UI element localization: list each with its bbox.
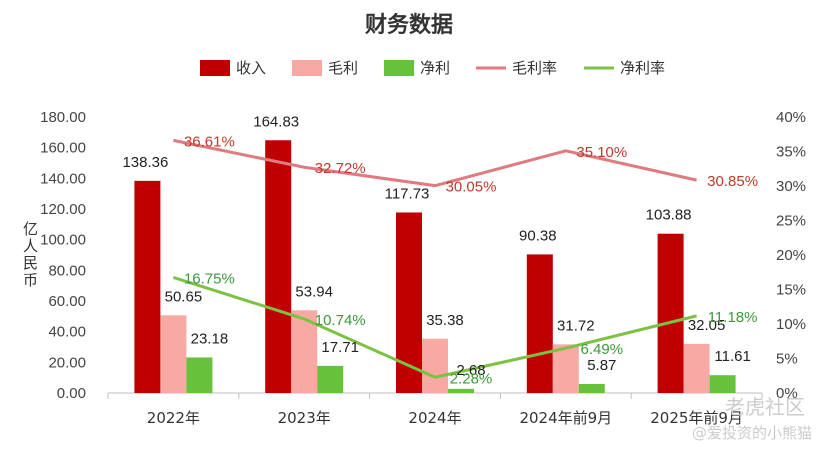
y2-tick-label: 30%: [776, 178, 806, 195]
x-tick-label: 2024年前9月: [519, 409, 612, 427]
line-value-label: 30.85%: [707, 173, 758, 190]
y-tick-label: 180.00: [40, 109, 86, 126]
y-tick-label: 120.00: [40, 201, 86, 218]
y2-tick-label: 10%: [776, 316, 806, 333]
bar: [578, 383, 605, 393]
watermark-handle: @爱投资的小熊猫: [692, 424, 812, 442]
legend-label: 净利: [420, 59, 450, 77]
bar-value-label: 90.38: [519, 227, 557, 244]
y-tick-label: 40.00: [48, 324, 86, 341]
bar-value-label: 2.68: [456, 362, 485, 379]
y2-tick-label: 20%: [776, 247, 806, 264]
legend-swatch: [200, 60, 230, 76]
bar: [709, 375, 736, 393]
x-tick-label: 2025年前9月: [650, 409, 743, 427]
bar: [422, 338, 448, 393]
line-value-label: 16.75%: [184, 270, 235, 287]
y2-tick-label: 0%: [776, 385, 798, 402]
bars: [134, 140, 736, 393]
y2-tick-label: 15%: [776, 282, 806, 299]
watermark: 老虎社区 @爱投资的小熊猫: [692, 395, 812, 442]
legend-label: 毛利率: [512, 59, 557, 77]
line-value-label: 6.49%: [581, 341, 624, 358]
bar: [448, 388, 474, 393]
watermark-title: 老虎社区: [725, 395, 805, 419]
x-axis: 2022年 2023年 2024年 2024年前9月 2025年前9月: [107, 393, 763, 427]
bar-value-label: 53.94: [295, 283, 333, 300]
line-series: [172, 275, 697, 379]
lines: [172, 138, 697, 379]
bar-value-label: 11.61: [714, 348, 750, 365]
legend-label: 收入: [236, 59, 266, 77]
bar-value-label: 32.05: [688, 317, 726, 334]
bar-value-label: 5.87: [587, 357, 616, 374]
bar: [160, 315, 187, 393]
bar: [657, 233, 684, 393]
line-series: [173, 138, 697, 188]
y-tick-label: 140.00: [40, 170, 86, 187]
legend: 收入 毛利 净利 毛利率 净利率: [200, 59, 665, 77]
y-axis-title: 亿人民币: [21, 221, 39, 289]
y2-tick-label: 35%: [776, 144, 806, 161]
bar-value-label: 23.18: [191, 330, 229, 347]
line-value-label: 2.28%: [450, 370, 493, 387]
y-tick-label: 20.00: [48, 354, 86, 371]
bar: [265, 140, 292, 393]
y-tick-label: 60.00: [48, 293, 86, 310]
x-tick-label: 2023年: [278, 409, 331, 427]
legend-swatch: [292, 60, 322, 76]
bar-value-label: 31.72: [557, 317, 595, 334]
line-value-label: 11.18%: [708, 309, 758, 326]
line-value-label: 32.72%: [315, 160, 366, 177]
chart-title: 财务数据: [365, 12, 453, 38]
bar-value-label: 17.71: [321, 339, 359, 356]
bar-value-label: 35.38: [426, 312, 464, 329]
line-value-label: 36.61%: [184, 133, 235, 150]
bar-value-label: 138.36: [122, 154, 168, 171]
legend-label: 毛利: [328, 59, 358, 77]
y2-tick-label: 5%: [776, 351, 798, 368]
line-value-label: 35.10%: [576, 144, 627, 161]
bar: [134, 180, 161, 393]
y-axis-left: 0.00 20.00 40.00 60.00 80.00 100.00 120.00 140.…: [40, 109, 86, 402]
bar-value-label: 117.73: [385, 185, 430, 202]
line-value-label: 10.74%: [315, 312, 366, 329]
x-tick-label: 2024年: [408, 409, 461, 427]
y-axis-right: 0% 5% 10% 15% 20% 25% 30% 35% 40%: [776, 109, 806, 402]
y-tick-label: 160.00: [40, 140, 86, 157]
x-tick-label: 2022年: [147, 409, 200, 427]
bar: [186, 357, 213, 393]
legend-label: 净利率: [620, 59, 665, 77]
legend-swatch: [384, 60, 414, 76]
y2-tick-label: 25%: [776, 213, 806, 230]
bar-value-label: 103.88: [646, 207, 692, 224]
bar: [683, 343, 710, 393]
bar-value-label: 50.65: [165, 288, 203, 305]
bar: [552, 344, 579, 393]
y-tick-label: 0.00: [57, 385, 86, 402]
bar: [317, 365, 344, 393]
y-tick-label: 80.00: [48, 262, 86, 279]
bar-value-label: 164.83: [253, 113, 299, 130]
bar: [526, 254, 553, 393]
line-value-label: 30.05%: [446, 179, 497, 196]
data-labels: 138.36 164.83 117.73 90.38 103.88 50.65 53.94 3…: [122, 113, 758, 387]
y2-tick-label: 40%: [776, 109, 806, 126]
y-tick-label: 100.00: [40, 232, 86, 249]
